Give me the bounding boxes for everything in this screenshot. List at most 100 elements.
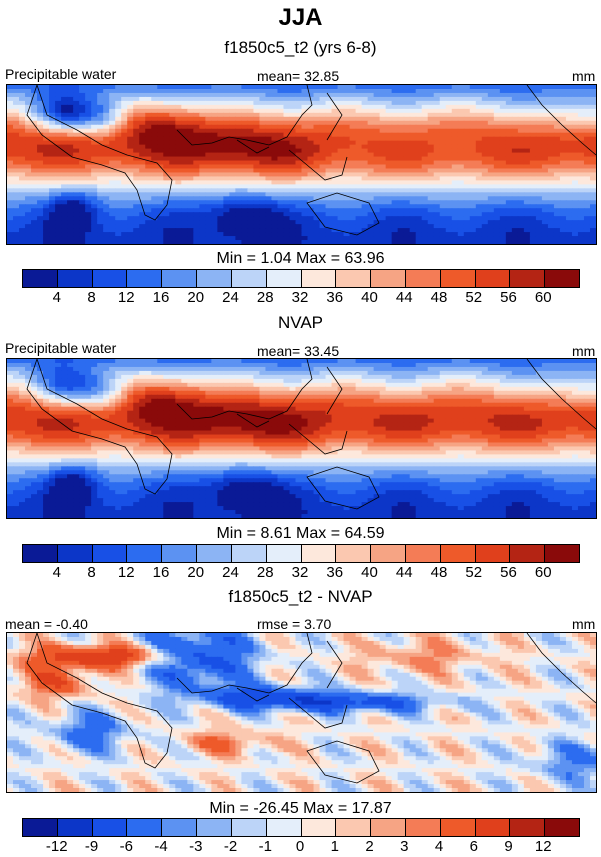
panel2-map [6, 358, 597, 519]
panel2-title: NVAP [277, 313, 324, 332]
colorbar-tick-label: 20 [187, 289, 205, 306]
colorbar-swatch [371, 545, 406, 562]
colorbar-swatch [23, 270, 58, 287]
colorbar-swatch [475, 819, 511, 836]
colorbar-swatch [92, 545, 128, 562]
colorbar-absolute-1 [22, 269, 580, 288]
colorbar-tick-label: 20 [187, 564, 205, 581]
colorbar-tick-label: 60 [534, 564, 552, 581]
colorbar-tick-label: 9 [504, 838, 513, 855]
colorbar-tick-label: 40 [361, 564, 378, 581]
colorbar-swatch [510, 270, 546, 287]
colorbar-tick-label: 36 [326, 564, 344, 581]
colorbar-tick-label: -1 [258, 838, 272, 855]
colorbar-swatch [301, 545, 337, 562]
colorbar-swatch [475, 270, 511, 287]
colorbar-tick-label: 16 [152, 564, 170, 581]
colorbar-tick-label: 56 [500, 289, 517, 306]
colorbar-tick-label: 12 [117, 564, 135, 581]
colorbar-swatch [231, 270, 267, 287]
colorbar-tick-label: 40 [361, 289, 378, 306]
colorbar-tick-label: 28 [256, 564, 274, 581]
colorbar-tick-label: 6 [469, 838, 478, 855]
colorbar-swatch [405, 545, 441, 562]
panel1-mean-label: mean= 32.85 [257, 68, 340, 84]
panel2-minmax: Min = 8.61 Max = 64.59 [216, 525, 385, 542]
colorbar-swatch [405, 270, 441, 287]
colorbar-difference [22, 818, 580, 837]
colorbar-tick-label: 60 [534, 289, 552, 306]
colorbar-swatch [231, 545, 267, 562]
colorbar-absolute-2 [22, 544, 580, 563]
colorbar-swatch [23, 545, 58, 562]
colorbar-tick-label: 44 [395, 289, 413, 306]
colorbar-swatch [475, 545, 511, 562]
colorbar-ticks-3: -12 -9 -6 -4 -3 -2 -1 0 1 2 3 4 6 9 12 [22, 838, 578, 856]
colorbar-tick-label: -3 [189, 838, 203, 855]
colorbar-tick-label: 2 [365, 838, 374, 855]
colorbar-tick-label: 12 [117, 289, 135, 306]
colorbar-swatch [57, 545, 93, 562]
colorbar-tick-label: 4 [52, 564, 61, 581]
colorbar-swatch [127, 819, 163, 836]
colorbar-tick-label: 36 [326, 289, 344, 306]
colorbar-swatch [266, 270, 302, 287]
colorbar-tick-label: 24 [222, 289, 239, 306]
colorbar-tick-label: 24 [222, 564, 239, 581]
colorbar-swatch [336, 819, 372, 836]
panel3-map [6, 632, 597, 793]
colorbar-ticks-1: 4 8 12 16 20 24 28 32 36 40 44 48 52 56 60 [22, 289, 578, 307]
colorbar-tick-label: 28 [256, 289, 274, 306]
panel2-units: mm [572, 343, 596, 359]
colorbar-tick-label: 44 [395, 564, 413, 581]
colorbar-tick-label: -6 [119, 838, 133, 855]
colorbar-swatch [197, 819, 232, 836]
colorbar-swatch [440, 819, 476, 836]
figure-title: JJA [278, 4, 323, 31]
colorbar-swatch [127, 270, 163, 287]
panel3-units: mm [572, 616, 596, 632]
colorbar-swatch [266, 819, 302, 836]
colorbar-swatch [231, 819, 267, 836]
colorbar-swatch [545, 270, 579, 287]
colorbar-swatch [405, 819, 441, 836]
panel1-variable-label: Precipitable water [5, 66, 117, 82]
colorbar-swatch [162, 819, 198, 836]
colorbar-swatch [266, 545, 302, 562]
colorbar-ticks-2: 4 8 12 16 20 24 28 32 36 40 44 48 52 56 60 [22, 564, 578, 582]
colorbar-swatch [336, 270, 372, 287]
panel1-map [6, 84, 597, 245]
colorbar-swatch [127, 545, 163, 562]
colorbar-swatch [197, 270, 232, 287]
colorbar-tick-label: 4 [434, 838, 444, 855]
colorbar-swatch [545, 819, 579, 836]
colorbar-swatch [440, 270, 476, 287]
colorbar-tick-label: 52 [465, 289, 483, 306]
colorbar-swatch [23, 819, 58, 836]
colorbar-tick-label: 56 [500, 564, 517, 581]
colorbar-tick-label: -2 [223, 838, 238, 855]
colorbar-tick-label: 1 [330, 838, 339, 855]
colorbar-swatch [197, 545, 232, 562]
colorbar-tick-label: -12 [45, 838, 68, 855]
colorbar-swatch [371, 819, 406, 836]
panel1-units: mm [572, 68, 596, 84]
colorbar-tick-label: 8 [87, 564, 96, 581]
colorbar-swatch [162, 270, 198, 287]
colorbar-swatch [371, 270, 406, 287]
colorbar-tick-label: 0 [295, 838, 305, 855]
colorbar-tick-label: 3 [400, 838, 409, 855]
colorbar-swatch [92, 819, 128, 836]
colorbar-tick-label: 48 [430, 564, 448, 581]
colorbar-tick-label: 4 [52, 289, 61, 306]
colorbar-swatch [162, 545, 198, 562]
colorbar-tick-label: -4 [154, 838, 168, 855]
colorbar-swatch [440, 545, 476, 562]
colorbar-swatch [301, 270, 337, 287]
colorbar-tick-label: 48 [430, 289, 448, 306]
colorbar-swatch [57, 819, 93, 836]
panel1-minmax: Min = 1.04 Max = 63.96 [216, 250, 385, 267]
colorbar-swatch [510, 545, 546, 562]
panel3-mean-label: mean = -0.40 [5, 616, 88, 632]
colorbar-swatch [510, 819, 546, 836]
